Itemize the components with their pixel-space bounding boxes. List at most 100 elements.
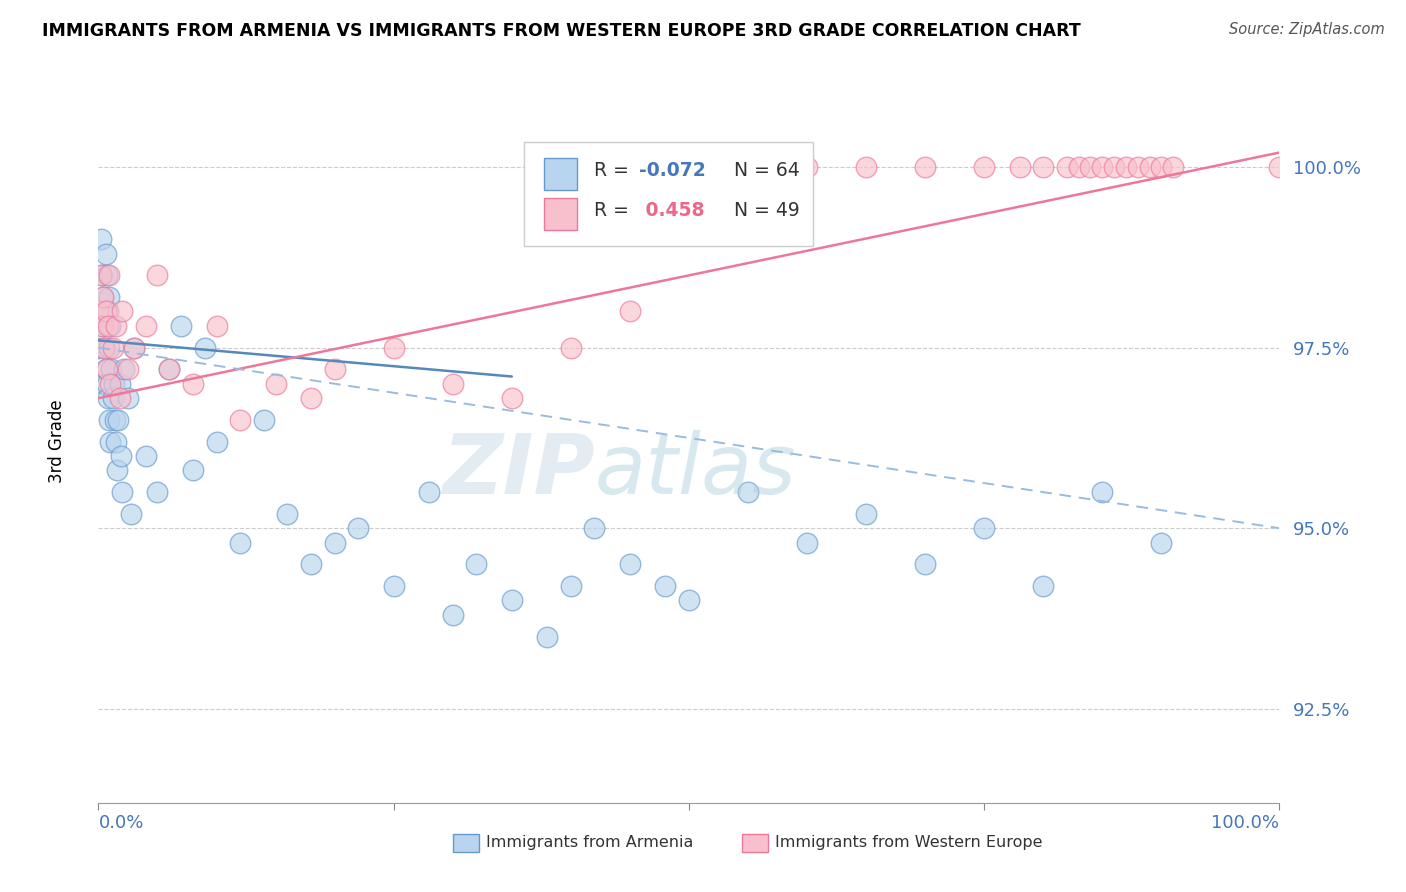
- Point: [1126, 160, 1149, 174]
- Point: [87, 304, 110, 318]
- FancyBboxPatch shape: [544, 158, 576, 191]
- Point: [90, 268, 112, 283]
- Point: [205, 318, 228, 333]
- Point: [299, 558, 322, 572]
- Point: [678, 593, 700, 607]
- FancyBboxPatch shape: [453, 833, 478, 852]
- Point: [619, 304, 641, 318]
- Point: [91, 290, 114, 304]
- Point: [973, 521, 995, 535]
- Point: [536, 630, 558, 644]
- Point: [441, 376, 464, 391]
- Text: Immigrants from Western Europe: Immigrants from Western Europe: [775, 835, 1043, 850]
- Point: [91, 268, 114, 283]
- Point: [1008, 160, 1031, 174]
- Point: [194, 341, 217, 355]
- Point: [678, 160, 700, 174]
- Point: [276, 507, 298, 521]
- Point: [105, 318, 128, 333]
- Point: [229, 413, 252, 427]
- Text: R =: R =: [595, 201, 636, 219]
- Text: ZIP: ZIP: [441, 430, 595, 511]
- Point: [94, 362, 117, 376]
- Point: [654, 579, 676, 593]
- Point: [98, 434, 121, 449]
- Point: [94, 246, 117, 260]
- Point: [108, 376, 131, 391]
- Point: [111, 304, 134, 318]
- Point: [117, 391, 139, 405]
- Text: R =: R =: [595, 161, 636, 180]
- Point: [112, 362, 135, 376]
- Text: Immigrants from Armenia: Immigrants from Armenia: [486, 835, 693, 850]
- Point: [100, 362, 122, 376]
- Point: [94, 304, 117, 318]
- Point: [347, 521, 370, 535]
- Text: 3rd Grade: 3rd Grade: [48, 400, 66, 483]
- Text: Source: ZipAtlas.com: Source: ZipAtlas.com: [1229, 22, 1385, 37]
- Point: [1056, 160, 1078, 174]
- Point: [1115, 160, 1137, 174]
- Point: [418, 485, 440, 500]
- Point: [1080, 160, 1102, 174]
- Point: [97, 391, 120, 405]
- Point: [1032, 160, 1054, 174]
- Point: [1102, 160, 1125, 174]
- Point: [90, 232, 112, 246]
- Point: [96, 362, 118, 376]
- Point: [98, 376, 121, 391]
- Point: [1032, 579, 1054, 593]
- Point: [135, 318, 157, 333]
- Point: [98, 413, 121, 427]
- Point: [1091, 485, 1114, 500]
- Point: [97, 318, 120, 333]
- Text: IMMIGRANTS FROM ARMENIA VS IMMIGRANTS FROM WESTERN EUROPE 3RD GRADE CORRELATION : IMMIGRANTS FROM ARMENIA VS IMMIGRANTS FR…: [42, 22, 1081, 40]
- Point: [122, 341, 145, 355]
- Text: atlas: atlas: [595, 430, 796, 511]
- Point: [1161, 160, 1184, 174]
- Point: [105, 434, 128, 449]
- Point: [855, 160, 877, 174]
- Point: [501, 391, 523, 405]
- Point: [96, 268, 118, 283]
- Point: [104, 413, 127, 427]
- Point: [98, 290, 121, 304]
- Point: [1268, 160, 1291, 174]
- Point: [96, 376, 118, 391]
- Text: -0.072: -0.072: [640, 161, 706, 180]
- Point: [93, 341, 115, 355]
- Point: [560, 341, 582, 355]
- Text: N = 49: N = 49: [723, 201, 800, 219]
- Point: [181, 376, 204, 391]
- Point: [1150, 535, 1173, 549]
- Point: [105, 463, 128, 477]
- Point: [264, 376, 287, 391]
- Point: [382, 579, 405, 593]
- Point: [501, 593, 523, 607]
- Point: [1067, 160, 1090, 174]
- Point: [299, 391, 322, 405]
- Point: [323, 362, 346, 376]
- Point: [796, 535, 818, 549]
- Point: [101, 341, 124, 355]
- Point: [1150, 160, 1173, 174]
- Point: [108, 391, 131, 405]
- Point: [91, 290, 114, 304]
- Point: [98, 341, 121, 355]
- Point: [253, 413, 276, 427]
- Point: [170, 318, 193, 333]
- Text: 0.0%: 0.0%: [98, 814, 143, 831]
- Point: [1091, 160, 1114, 174]
- Point: [737, 485, 759, 500]
- Point: [973, 160, 995, 174]
- Point: [560, 579, 582, 593]
- Point: [914, 558, 936, 572]
- Point: [146, 268, 169, 283]
- Point: [619, 558, 641, 572]
- Point: [97, 304, 120, 318]
- Point: [107, 413, 129, 427]
- Point: [121, 507, 143, 521]
- Point: [98, 268, 121, 283]
- Point: [855, 507, 877, 521]
- Point: [323, 535, 346, 549]
